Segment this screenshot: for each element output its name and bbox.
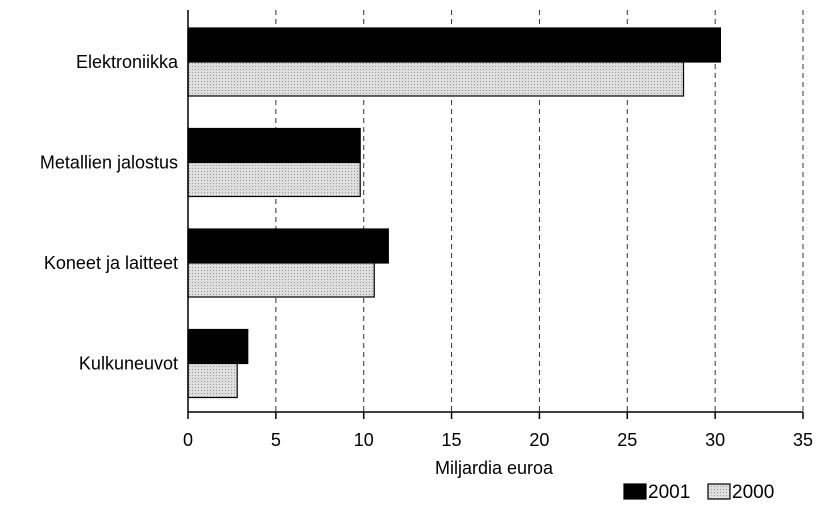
legend-label-2000: 2000 — [732, 482, 774, 503]
category-label: Metallien jalostus — [40, 153, 178, 173]
x-tick-label: 10 — [354, 430, 374, 450]
x-tick-label: 25 — [617, 430, 637, 450]
legend-swatch-2000 — [707, 483, 731, 500]
x-tick-label: 15 — [442, 430, 462, 450]
x-tick-label: 30 — [705, 430, 725, 450]
category-label: Kulkuneuvot — [79, 354, 178, 374]
category-label: Elektroniikka — [76, 52, 179, 72]
x-axis-title: Miljardia euroa — [435, 458, 554, 478]
category-label: Koneet ja laitteet — [44, 253, 178, 273]
labels: 0 5 10 15 20 25 30 35 Elektroniikka Metallien jal… — [40, 52, 813, 450]
bar-2000 — [187, 262, 375, 298]
x-tick-label: 35 — [793, 430, 813, 450]
x-tick-label: 20 — [529, 430, 549, 450]
bar-2001 — [187, 228, 389, 264]
bar-2001 — [187, 127, 361, 164]
bars — [187, 27, 722, 399]
x-tick-label: 0 — [183, 430, 193, 450]
legend-swatch-2001 — [623, 483, 647, 500]
bar-2000 — [187, 161, 361, 198]
legend-label-2001: 2001 — [648, 482, 690, 503]
bar-2001 — [187, 27, 722, 63]
bar-2000 — [187, 362, 238, 399]
legend: 2001 2000 — [623, 482, 774, 503]
bar-2001 — [187, 328, 249, 365]
x-tick-label: 5 — [271, 430, 281, 450]
axes — [187, 10, 804, 419]
bar-2000 — [187, 61, 685, 97]
